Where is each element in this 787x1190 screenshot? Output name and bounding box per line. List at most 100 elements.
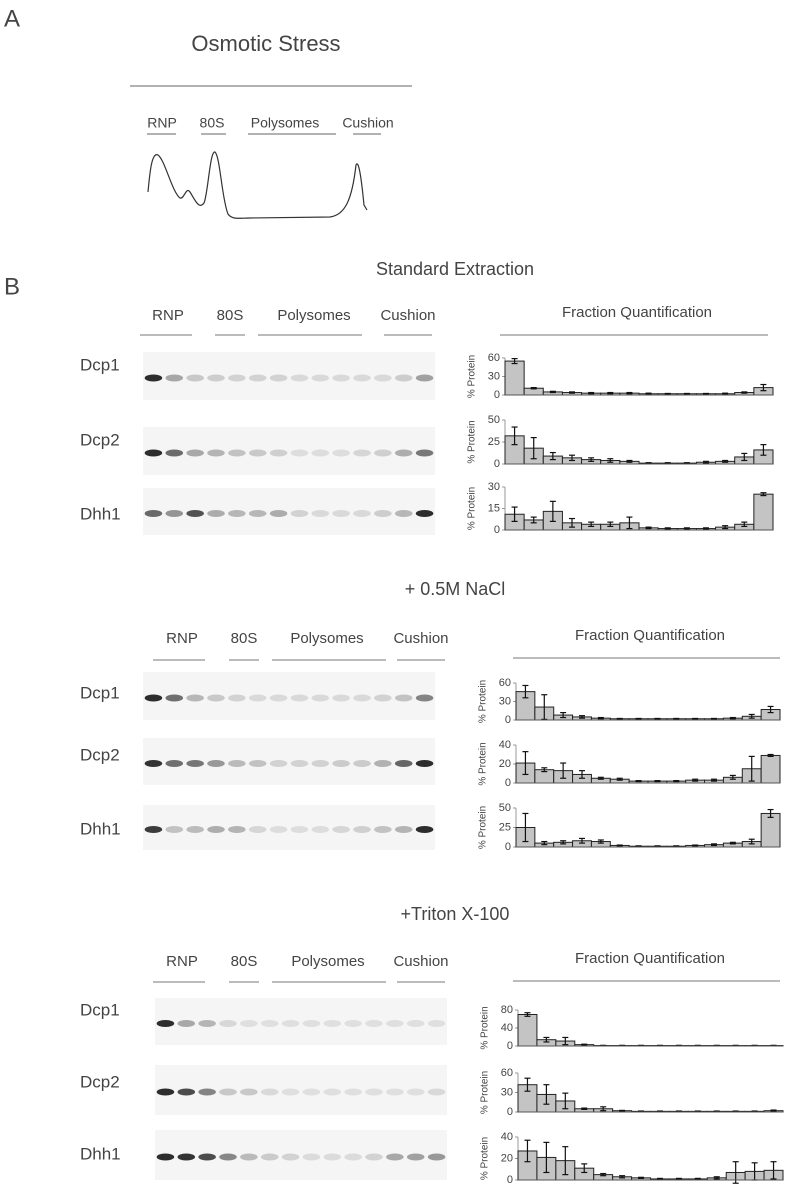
blot-band: [324, 1154, 342, 1161]
blot-band: [186, 510, 204, 517]
panel-title: Osmotic Stress: [191, 31, 340, 56]
protein-label: Dcp1: [80, 355, 120, 374]
lane-label: Cushion: [380, 307, 435, 324]
blot-band: [207, 695, 225, 702]
error-bar: [657, 1178, 663, 1179]
blot-band: [353, 510, 371, 517]
blot-band: [270, 760, 288, 767]
blot-band: [157, 1089, 175, 1096]
blot-band: [219, 1089, 237, 1096]
blot-band: [240, 1089, 258, 1096]
blot-band: [332, 375, 350, 382]
blot-band: [207, 510, 225, 517]
blot-band: [291, 375, 309, 382]
blot-band: [198, 1020, 216, 1027]
blot-band: [365, 1020, 383, 1027]
y-tick-label: 50: [488, 414, 500, 426]
protein-label: Dcp2: [80, 430, 120, 449]
blot-band: [291, 510, 309, 517]
absorbance-profile: [148, 152, 367, 218]
blot-band: [228, 450, 246, 457]
blot-band: [145, 375, 163, 382]
blot-band: [249, 450, 267, 457]
y-tick-label: 60: [499, 677, 511, 689]
blot-band: [198, 1154, 216, 1161]
y-tick-label: 40: [499, 739, 511, 751]
blot-band: [395, 760, 413, 767]
error-bar: [676, 1178, 682, 1179]
blot-band: [261, 1020, 279, 1027]
blot-band: [428, 1020, 446, 1027]
quant-title: Fraction Quantification: [575, 627, 725, 644]
blot-band: [395, 510, 413, 517]
blot-band: [240, 1020, 258, 1027]
y-tick-label: 40: [501, 1131, 513, 1143]
lane-label: RNP: [152, 307, 184, 324]
blot-band: [344, 1154, 362, 1161]
blot-band: [407, 1020, 425, 1027]
blot-band: [395, 695, 413, 702]
y-tick-label: 0: [494, 524, 500, 536]
error-bar: [654, 781, 660, 782]
error-bar: [703, 393, 709, 394]
region-label: Polysomes: [251, 115, 319, 131]
blot-band: [270, 695, 288, 702]
error-bar: [617, 718, 623, 719]
blot-band: [374, 450, 392, 457]
blot-band: [261, 1089, 279, 1096]
blot: [143, 738, 435, 785]
blot-band: [291, 760, 309, 767]
error-bar: [673, 846, 679, 847]
y-axis-label: % Protein: [467, 487, 478, 530]
blot-band: [249, 760, 267, 767]
blot: [143, 488, 435, 535]
y-tick-label: 60: [501, 1067, 513, 1079]
blot-band: [324, 1089, 342, 1096]
region-label: RNP: [147, 115, 177, 131]
error-bar: [619, 1110, 625, 1111]
blot-band: [186, 826, 204, 833]
blot-band: [416, 510, 434, 517]
blot: [155, 1065, 447, 1115]
error-bar: [695, 1178, 701, 1179]
blot-band: [178, 1089, 196, 1096]
blot-band: [240, 1154, 258, 1161]
y-tick-label: 30: [488, 481, 500, 493]
error-bar: [617, 845, 623, 846]
blot-band: [186, 695, 204, 702]
error-bar: [684, 393, 690, 394]
blot-band: [353, 450, 371, 457]
blot-band: [207, 450, 225, 457]
bar: [761, 755, 780, 783]
y-tick-label: 25: [499, 821, 511, 833]
blot-band: [207, 375, 225, 382]
lane-label: 80S: [217, 307, 244, 324]
blot-band: [407, 1154, 425, 1161]
lane-label: Polysomes: [277, 307, 350, 324]
blot-band: [312, 826, 330, 833]
blot-band: [145, 695, 163, 702]
error-bar: [646, 463, 652, 464]
error-bar: [665, 393, 671, 394]
blot-band: [219, 1020, 237, 1027]
blot-band: [353, 760, 371, 767]
blot-band: [332, 450, 350, 457]
blot-band: [270, 375, 288, 382]
y-tick-label: 30: [488, 370, 500, 382]
blot: [155, 1130, 447, 1180]
blot-band: [270, 510, 288, 517]
y-axis-label: % Protein: [467, 355, 478, 398]
blot-band: [261, 1154, 279, 1161]
blot-band: [386, 1089, 404, 1096]
protein-label: Dcp1: [80, 1000, 120, 1019]
y-tick-label: 15: [488, 502, 500, 514]
blot-band: [157, 1154, 175, 1161]
y-tick-label: 0: [494, 389, 500, 401]
error-bar: [581, 1044, 587, 1045]
blot: [143, 352, 435, 400]
blot-band: [228, 510, 246, 517]
blot: [143, 805, 435, 850]
lane-label: 80S: [231, 630, 258, 647]
y-axis-label: % Protein: [478, 742, 489, 785]
